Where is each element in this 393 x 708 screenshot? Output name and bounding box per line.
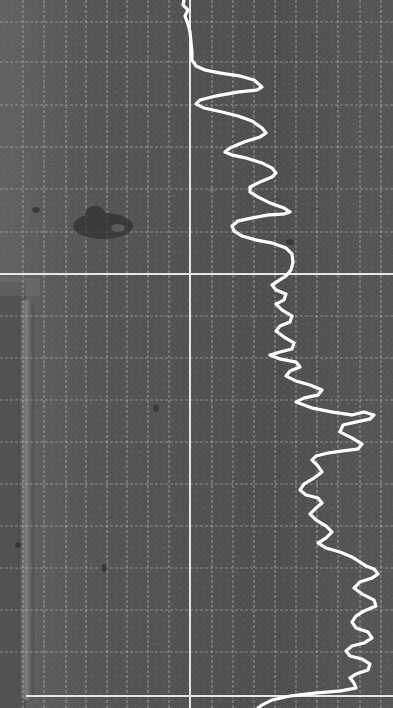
side-tube	[18, 300, 34, 700]
minor-vertical-grid	[22, 0, 382, 708]
log-trace-curve	[181, 0, 380, 708]
stain-marks	[15, 206, 294, 572]
